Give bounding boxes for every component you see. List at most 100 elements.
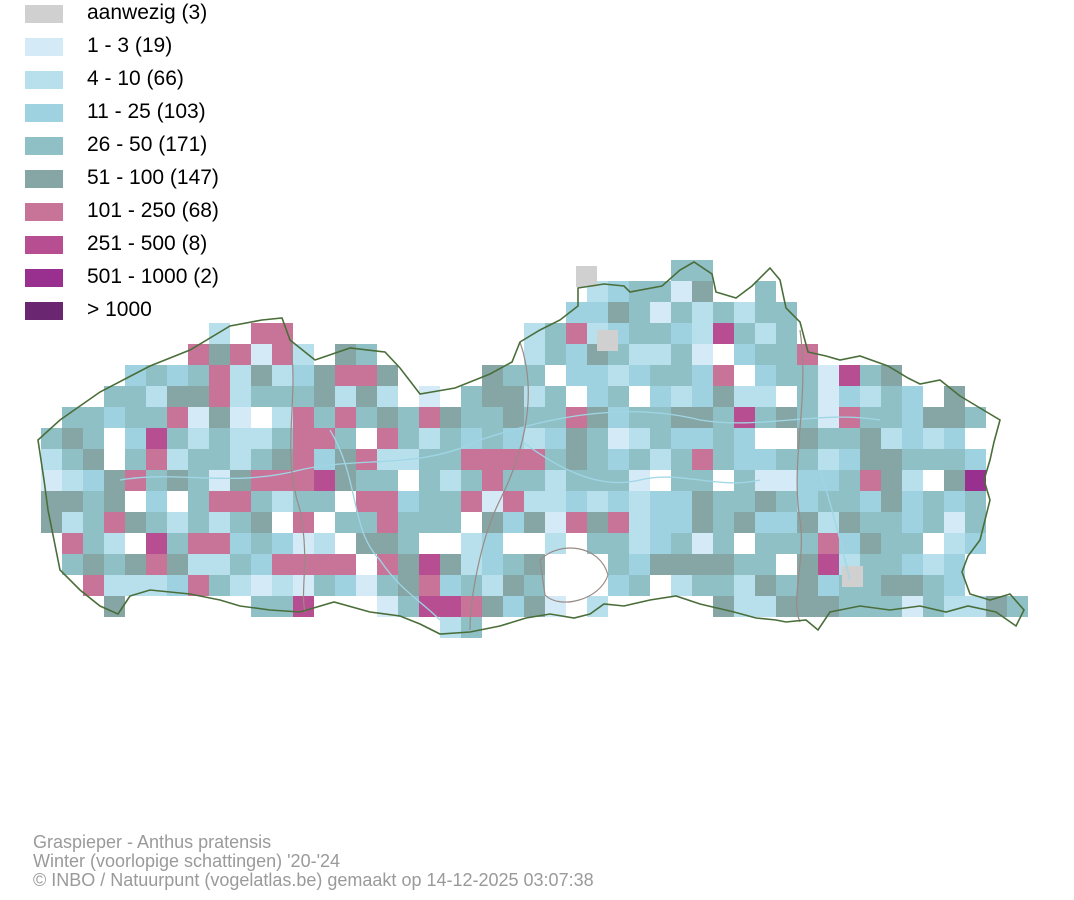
grid-cell <box>314 533 335 554</box>
grid-cell <box>104 491 125 512</box>
grid-cell <box>398 596 419 617</box>
grid-cell <box>776 365 797 386</box>
grid-cell <box>713 512 734 533</box>
grid-cell <box>272 470 293 491</box>
grid-cell <box>41 512 62 533</box>
legend-item: 11 - 25 (103) <box>25 100 285 124</box>
grid-cell <box>482 428 503 449</box>
grid-cell <box>839 470 860 491</box>
grid-cell <box>293 470 314 491</box>
grid-cell <box>944 470 965 491</box>
grid-cell <box>293 407 314 428</box>
grid-cell <box>944 491 965 512</box>
grid-cell <box>944 428 965 449</box>
grid-cell <box>776 344 797 365</box>
grid-cell-present <box>597 330 618 351</box>
grid-cell <box>146 512 167 533</box>
grid-cell <box>293 344 314 365</box>
grid-cell <box>608 428 629 449</box>
grid-cell <box>860 449 881 470</box>
grid-cell <box>734 491 755 512</box>
grid-cell <box>230 554 251 575</box>
grid-cell <box>944 533 965 554</box>
grid-cell <box>734 344 755 365</box>
grid-cell <box>692 533 713 554</box>
grid-cell <box>881 365 902 386</box>
legend-swatch <box>25 71 63 89</box>
grid-cell <box>650 407 671 428</box>
grid-cell <box>377 533 398 554</box>
grid-cell <box>83 533 104 554</box>
grid-cell <box>860 365 881 386</box>
grid-cell <box>440 449 461 470</box>
grid-cell <box>881 575 902 596</box>
grid-cell <box>272 596 293 617</box>
grid-cell <box>209 554 230 575</box>
grid-cell <box>713 596 734 617</box>
grid-cell <box>335 470 356 491</box>
grid-cell <box>692 575 713 596</box>
grid-cell <box>629 407 650 428</box>
grid-cell <box>608 491 629 512</box>
grid-cell <box>524 554 545 575</box>
legend-swatch <box>25 104 63 122</box>
grid-cell <box>482 470 503 491</box>
grid-cell <box>146 470 167 491</box>
grid-cell <box>188 512 209 533</box>
grid-cell <box>965 512 986 533</box>
season-text: Winter (voorlopige schattingen) '20-'24 <box>33 851 341 871</box>
legend-item: 51 - 100 (147) <box>25 166 285 190</box>
grid-cell <box>503 575 524 596</box>
grid-cell <box>671 281 692 302</box>
grid-cell <box>188 365 209 386</box>
grid-cell <box>209 470 230 491</box>
grid-cell <box>734 302 755 323</box>
grid-cell <box>482 407 503 428</box>
grid-cell <box>251 344 272 365</box>
grid-cell <box>251 428 272 449</box>
grid-cell <box>125 365 146 386</box>
grid-cell <box>923 491 944 512</box>
river <box>119 411 881 481</box>
grid-cell <box>734 596 755 617</box>
grid-cell <box>251 596 272 617</box>
grid-cell <box>146 575 167 596</box>
grid-cell <box>545 428 566 449</box>
grid-cell <box>881 512 902 533</box>
grid-cell <box>755 575 776 596</box>
grid-cell <box>650 344 671 365</box>
grid-cell <box>839 491 860 512</box>
grid-cell <box>797 428 818 449</box>
grid-cell <box>125 554 146 575</box>
grid-cell <box>755 449 776 470</box>
grid-cell <box>230 533 251 554</box>
grid-cell <box>335 428 356 449</box>
grid-cell <box>419 470 440 491</box>
grid-cell <box>776 407 797 428</box>
grid-cell <box>692 512 713 533</box>
grid-cell <box>377 596 398 617</box>
grid-cell <box>377 575 398 596</box>
grid-cell <box>923 407 944 428</box>
grid-cell <box>755 596 776 617</box>
grid-cell <box>146 449 167 470</box>
grid-cell <box>965 470 986 491</box>
grid-cell <box>377 470 398 491</box>
grid-cell <box>776 596 797 617</box>
grid-cell <box>524 344 545 365</box>
grid-cell <box>818 365 839 386</box>
grid-cell <box>41 428 62 449</box>
grid-cell <box>629 428 650 449</box>
grid-cell <box>272 554 293 575</box>
grid-cell <box>629 533 650 554</box>
grid-cell <box>650 281 671 302</box>
grid-cell <box>902 470 923 491</box>
grid-cell <box>293 386 314 407</box>
legend-swatch <box>25 170 63 188</box>
grid-cell <box>419 512 440 533</box>
legend-item: 501 - 1000 (2) <box>25 265 285 289</box>
grid-cell <box>692 323 713 344</box>
grid-cell <box>62 449 83 470</box>
grid-cell <box>104 596 125 617</box>
grid-cell <box>755 323 776 344</box>
